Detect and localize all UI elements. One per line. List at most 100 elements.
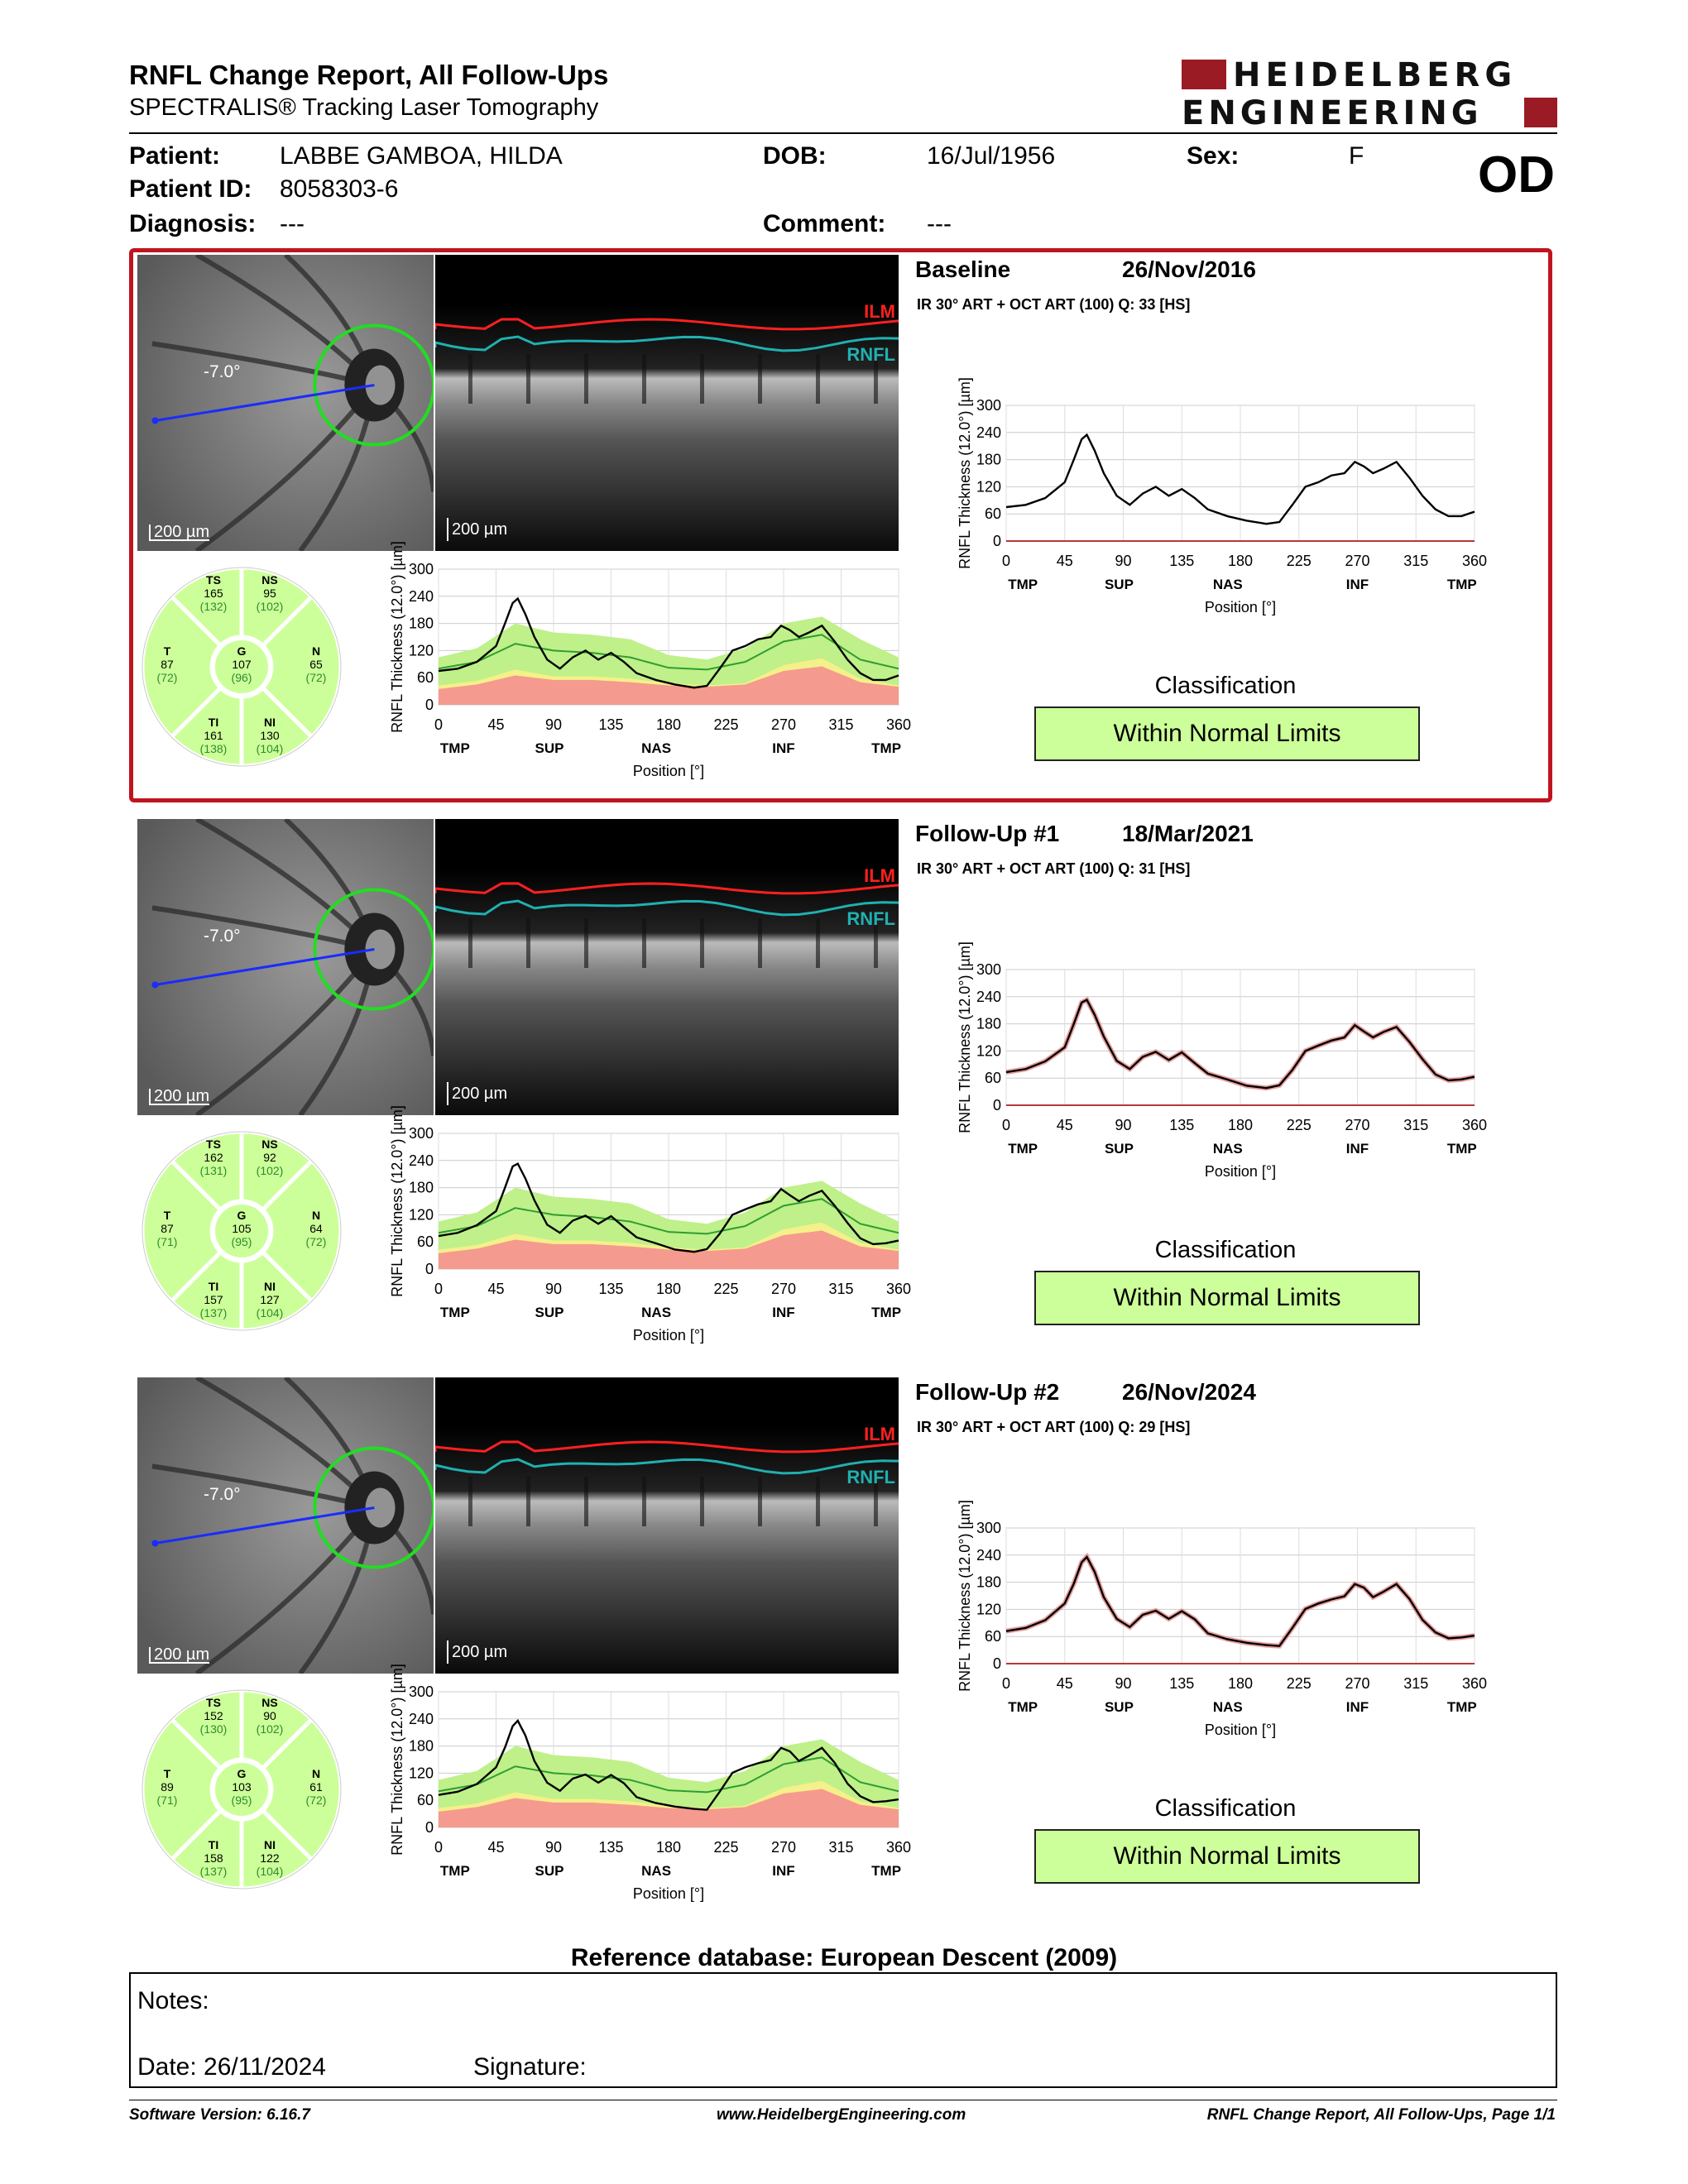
y-tick-label: 180 xyxy=(409,1180,434,1196)
sector-ref-ts: (131) xyxy=(200,1164,228,1177)
y-tick-label: 240 xyxy=(409,588,434,605)
x-tick-label: 0 xyxy=(434,716,443,733)
region-label: NAS xyxy=(1213,1699,1243,1715)
exam-label: Follow-Up #1 xyxy=(915,821,1060,846)
sector-ref-ts: (132) xyxy=(200,600,228,613)
sector-ref-ns: (102) xyxy=(257,1722,284,1736)
outside-normal-band xyxy=(439,666,899,705)
y-tick-label: 180 xyxy=(976,1016,1001,1032)
region-label: TMP xyxy=(1008,1699,1038,1715)
notes-box[interactable]: Notes: Date: 26/11/2024 Signature: xyxy=(129,1972,1557,2088)
x-tick-label: 225 xyxy=(1287,553,1312,569)
exam-date: 26/Nov/2016 xyxy=(1122,256,1256,282)
rnfl-profile-line xyxy=(438,596,899,689)
region-label: INF xyxy=(772,740,794,756)
x-tick-label: 45 xyxy=(487,1281,504,1297)
fundus-image: -7.0° 200 µm xyxy=(137,1377,434,1674)
dob-value: 16/Jul/1956 xyxy=(927,142,1056,170)
rnfl-thickness-chart-bands: 0 60 120 180 240 300 0 45 90 135 180 225 270 315 360 TM… xyxy=(389,1105,911,1343)
report-title: RNFL Change Report, All Follow-Ups xyxy=(129,60,609,90)
sector-ref-ni: (104) xyxy=(257,1306,284,1320)
classification-result-badge: Within Normal Limits xyxy=(1034,1271,1420,1325)
sex-label: Sex: xyxy=(1187,142,1240,170)
x-tick-label: 360 xyxy=(886,1839,911,1856)
website-link[interactable]: www.HeidelbergEngineering.com xyxy=(717,2106,966,2124)
y-tick-label: 60 xyxy=(985,505,1001,522)
eye-indicator: OD xyxy=(1478,146,1555,204)
normative-mean-line xyxy=(438,1756,899,1794)
rnfl-thickness-chart-bands: 0 60 120 180 240 300 0 45 90 135 180 225 270 315 360 TM… xyxy=(389,541,911,779)
patient-id-label: Patient ID: xyxy=(129,175,252,203)
outside-normal-band xyxy=(439,1230,899,1269)
x-tick-label: 45 xyxy=(487,1839,504,1856)
y-tick-label: 0 xyxy=(425,1261,434,1277)
x-axis-label: Position [°] xyxy=(633,1327,704,1343)
ilm-label: ILM xyxy=(864,301,895,322)
sector-name-ns: NS xyxy=(261,1138,277,1151)
fundus-image: -7.0° 200 µm xyxy=(137,255,434,551)
x-tick-label: 45 xyxy=(1057,1675,1073,1692)
sector-name-ts: TS xyxy=(206,573,221,587)
x-tick-label: 180 xyxy=(1228,1117,1253,1133)
x-tick-label: 315 xyxy=(828,1281,853,1297)
exam-date: 26/Nov/2024 xyxy=(1122,1379,1256,1405)
patient-name: LABBE GAMBOA, HILDA xyxy=(280,142,563,170)
region-label: INF xyxy=(772,1305,794,1320)
oct-scale-bar: 200 µm xyxy=(447,1082,507,1105)
x-tick-label: 315 xyxy=(1403,553,1428,569)
sector-name-g: G xyxy=(237,1209,247,1222)
x-tick-label: 90 xyxy=(1115,1675,1131,1692)
y-tick-label: 120 xyxy=(409,642,434,659)
sex-value: F xyxy=(1349,142,1364,170)
y-tick-label: 120 xyxy=(976,478,1001,495)
sector-value-n: 65 xyxy=(309,658,323,671)
y-tick-label: 300 xyxy=(409,1684,434,1700)
region-label: NAS xyxy=(641,740,671,756)
patient-label: Patient: xyxy=(129,142,221,170)
region-label: INF xyxy=(1346,1141,1369,1157)
normative-mean-line xyxy=(438,634,899,671)
fundus-scale-bar: 200 µm xyxy=(149,1646,210,1664)
x-tick-label: 135 xyxy=(1169,553,1194,569)
classification-result-badge: Within Normal Limits xyxy=(1034,706,1420,761)
ilm-label: ILM xyxy=(864,865,895,886)
normative-mean-line xyxy=(438,1198,899,1235)
x-tick-label: 90 xyxy=(1115,553,1131,569)
x-tick-label: 0 xyxy=(1002,1675,1010,1692)
sector-ref-ti: (137) xyxy=(200,1306,228,1320)
normal-band xyxy=(439,616,899,694)
region-label: TMP xyxy=(1008,1141,1038,1157)
sector-value-t: 87 xyxy=(161,658,174,671)
x-tick-label: 180 xyxy=(656,1281,681,1297)
region-label: NAS xyxy=(641,1863,671,1879)
y-tick-label: 300 xyxy=(976,961,1001,978)
fundus-scale-bar: 200 µm xyxy=(149,524,210,541)
y-tick-label: 240 xyxy=(409,1711,434,1727)
oct-bscan-image: ILM RNFL 200 µm xyxy=(435,1377,899,1674)
sector-value-ni: 122 xyxy=(260,1851,280,1865)
sector-name-ti: TI xyxy=(209,1838,218,1851)
sector-value-t: 87 xyxy=(161,1222,174,1235)
x-axis-label: Position [°] xyxy=(633,763,704,779)
sector-chart: TS165(132)NS95(102)T87(72)G107(96)N65(72… xyxy=(140,565,343,769)
y-tick-label: 120 xyxy=(409,1206,434,1223)
x-tick-label: 135 xyxy=(1169,1675,1194,1692)
y-tick-label: 0 xyxy=(425,697,434,713)
sector-ref-t: (71) xyxy=(157,1794,178,1807)
sector-name-t: T xyxy=(164,644,171,658)
y-tick-label: 180 xyxy=(976,1574,1001,1591)
x-tick-label: 270 xyxy=(1345,553,1369,569)
region-label: TMP xyxy=(1008,577,1038,592)
y-tick-label: 300 xyxy=(409,561,434,577)
y-tick-label: 60 xyxy=(417,1233,434,1250)
rnfl-profile-line xyxy=(438,1161,899,1253)
rnfl-thickness-chart-bands: 0 60 120 180 240 300 0 45 90 135 180 225 270 315 360 TM… xyxy=(389,1664,911,1902)
x-axis-label: Position [°] xyxy=(633,1885,704,1902)
sector-value-ns: 95 xyxy=(263,587,276,600)
sector-name-n: N xyxy=(312,644,320,658)
y-tick-label: 60 xyxy=(417,669,434,686)
y-axis-label: RNFL Thickness (12.0°) [µm] xyxy=(957,941,973,1133)
region-label: TMP xyxy=(871,1863,901,1879)
sector-name-n: N xyxy=(312,1209,320,1222)
oct-scale-bar: 200 µm xyxy=(447,518,507,541)
